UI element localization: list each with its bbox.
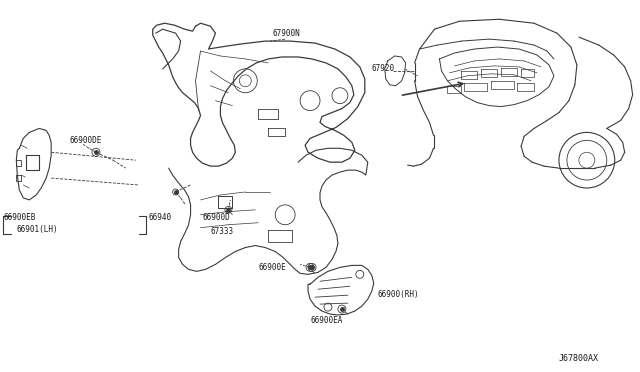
- Text: 66900EB: 66900EB: [3, 213, 36, 222]
- Text: 66900DE: 66900DE: [69, 136, 102, 145]
- Text: 66901(LH): 66901(LH): [17, 225, 58, 234]
- Text: 66940: 66940: [148, 213, 172, 222]
- Text: 67920: 67920: [372, 64, 395, 73]
- Text: 66900E: 66900E: [259, 263, 286, 272]
- Text: J67800AX: J67800AX: [559, 354, 599, 363]
- Text: 66900D: 66900D: [202, 213, 230, 222]
- Text: 66900(RH): 66900(RH): [378, 290, 419, 299]
- Text: 66900EA: 66900EA: [310, 317, 342, 326]
- Text: 67900N: 67900N: [272, 29, 300, 38]
- Text: 67333: 67333: [211, 227, 234, 236]
